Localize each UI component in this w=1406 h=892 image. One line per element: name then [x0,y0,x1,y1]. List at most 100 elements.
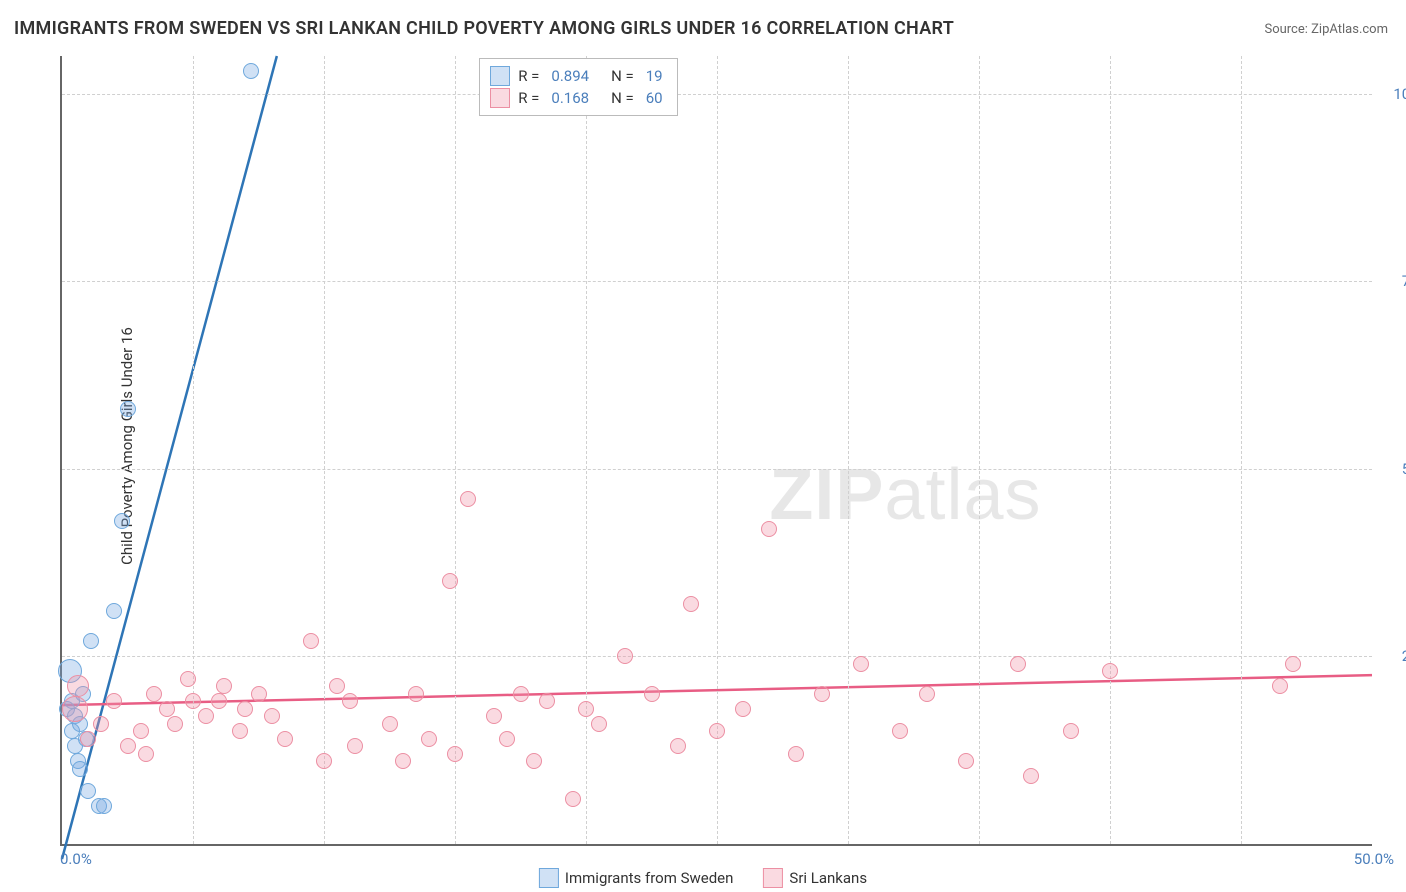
y-axis-tick-label: 50.0% [1382,460,1406,478]
chart-title: IMMIGRANTS FROM SWEDEN VS SRI LANKAN CHI… [14,18,954,39]
gridline-vertical [193,56,194,844]
legend-label-sweden: Immigrants from Sweden [565,869,733,887]
legend-swatch-sweden [539,868,559,888]
data-point [814,686,830,702]
source-prefix: Source: [1264,22,1311,37]
data-point [382,716,398,732]
legend-row: R = 0.894 N = 19 [490,65,666,87]
correlation-legend: R = 0.894 N = 19 R = 0.168 N = 60 [479,58,677,116]
data-point [106,603,122,619]
legend-r-label: R = [518,65,539,87]
legend-r-label: R = [518,87,539,109]
gridline-vertical [979,56,980,844]
data-point [460,491,476,507]
data-point [683,596,699,612]
data-point [72,761,88,777]
data-point [395,753,411,769]
data-point [709,723,725,739]
data-point [251,686,267,702]
data-point [146,686,162,702]
data-point [788,746,804,762]
data-point [93,716,109,732]
data-point [62,696,88,722]
data-point [237,701,253,717]
data-point [243,63,259,79]
data-point [499,731,515,747]
data-point [120,738,136,754]
data-point [853,656,869,672]
legend-n-value: 19 [646,65,663,87]
gridline-vertical [1241,56,1242,844]
data-point [958,753,974,769]
data-point [617,648,633,664]
legend-label-srilankans: Sri Lankans [789,869,867,887]
legend-swatch [490,66,510,86]
data-point [578,701,594,717]
data-point [486,708,502,724]
data-point [347,738,363,754]
plot-area: ZIPatlas 25.0%50.0%75.0%100.0% [60,56,1372,846]
data-point [1272,678,1288,694]
source-name: ZipAtlas.com [1311,22,1388,37]
data-point [1010,656,1026,672]
data-point [1023,768,1039,784]
data-point [342,693,358,709]
legend-r-value: 0.168 [551,87,589,109]
data-point [526,753,542,769]
source-attribution: Source: ZipAtlas.com [1264,22,1388,37]
data-point [539,693,555,709]
data-point [67,675,89,697]
gridline-vertical [324,56,325,844]
data-point [83,633,99,649]
data-point [211,693,227,709]
data-point [232,723,248,739]
data-point [198,708,214,724]
legend-r-value: 0.894 [551,65,589,87]
legend-swatch-srilankans [763,868,783,888]
data-point [644,686,660,702]
data-point [120,401,136,417]
data-point [80,783,96,799]
gridline-vertical [455,56,456,844]
data-point [303,633,319,649]
gridline-vertical [848,56,849,844]
data-point [1285,656,1301,672]
legend-swatch [490,88,510,108]
gridline-vertical [586,56,587,844]
data-point [159,701,175,717]
data-point [565,791,581,807]
data-point [133,723,149,739]
x-axis-tick-right: 50.0% [1354,850,1394,868]
data-point [185,693,201,709]
data-point [591,716,607,732]
legend-row: R = 0.168 N = 60 [490,87,666,109]
legend-n-value: 60 [646,87,663,109]
gridline-vertical [1110,56,1111,844]
data-point [1063,723,1079,739]
legend-n-label: N = [611,65,634,87]
data-point [180,671,196,687]
y-axis-tick-label: 75.0% [1382,272,1406,290]
data-point [421,731,437,747]
data-point [919,686,935,702]
data-point [80,731,96,747]
data-point [735,701,751,717]
data-point [892,723,908,739]
legend-n-label: N = [611,87,634,109]
data-point [167,716,183,732]
data-point [216,678,232,694]
data-point [138,746,154,762]
y-axis-tick-label: 25.0% [1382,647,1406,665]
data-point [442,573,458,589]
legend-item-sweden: Immigrants from Sweden [539,868,733,888]
data-point [96,798,112,814]
series-legend: Immigrants from Sweden Sri Lankans [539,868,867,888]
data-point [513,686,529,702]
data-point [264,708,280,724]
data-point [670,738,686,754]
y-axis-tick-label: 100.0% [1382,85,1406,103]
legend-item-srilankans: Sri Lankans [763,868,867,888]
data-point [761,521,777,537]
data-point [277,731,293,747]
data-point [316,753,332,769]
